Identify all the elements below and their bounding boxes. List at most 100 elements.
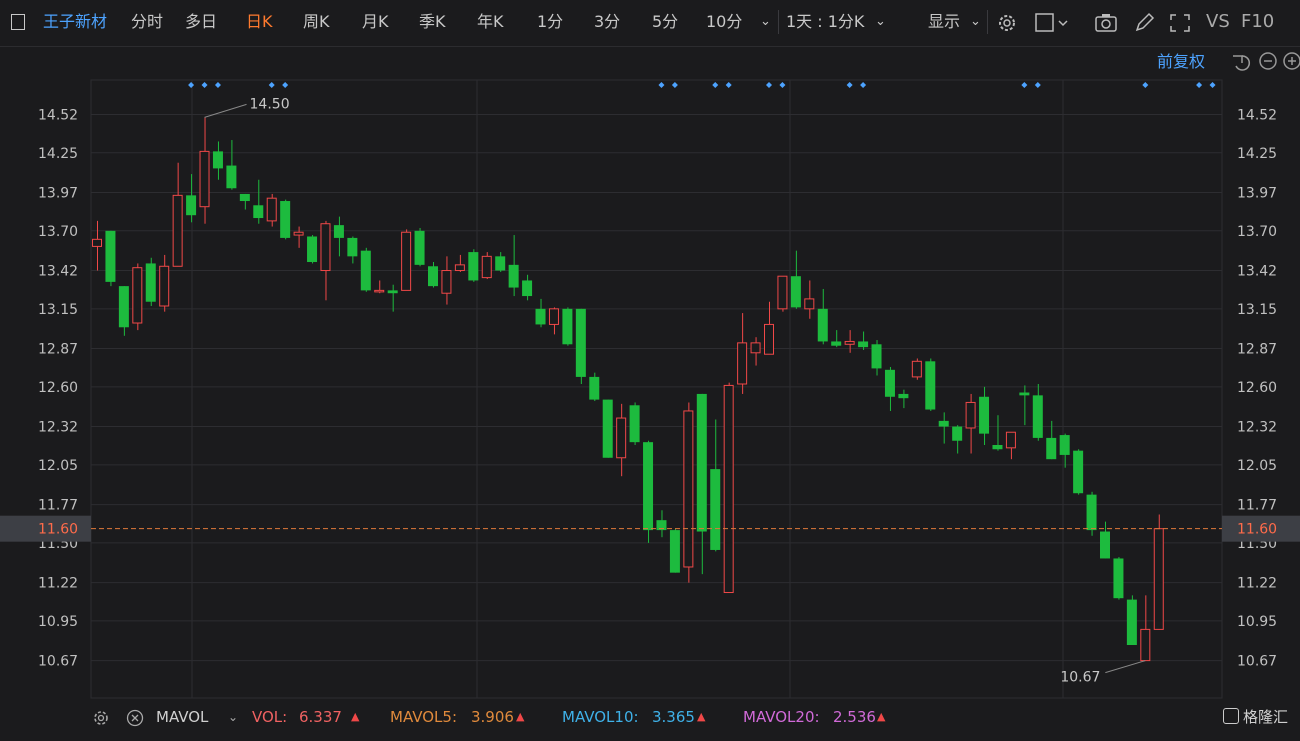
tab-daily-k[interactable]: 日K: [246, 12, 273, 31]
candle-body: [911, 360, 922, 378]
candle-body: [226, 165, 237, 189]
candle-body: [656, 520, 667, 531]
tab-monthly-k[interactable]: 月K: [362, 12, 389, 31]
tab-multi-day[interactable]: 多日: [185, 12, 218, 31]
candle-body: [333, 225, 344, 238]
range-select[interactable]: 1天 : 1分K: [786, 12, 865, 31]
candle: [92, 220, 102, 271]
candle-body: [239, 193, 250, 202]
candle-body: [925, 361, 936, 410]
candle: [992, 415, 1003, 451]
candle-body: [172, 194, 183, 267]
mavol10-value: 3.365: [652, 708, 695, 726]
tab-5min[interactable]: 5分: [652, 12, 679, 31]
candle: [1153, 514, 1164, 630]
candle-body: [938, 420, 949, 427]
candle-body: [804, 298, 815, 310]
stock-name[interactable]: 王子新材: [43, 12, 108, 31]
close-icon[interactable]: [126, 709, 144, 727]
candle: [239, 193, 250, 210]
adjust-mode-button[interactable]: 前复权: [1157, 52, 1205, 71]
candle: [132, 263, 143, 331]
camera-icon[interactable]: [1094, 12, 1118, 34]
candle: [804, 280, 815, 319]
candle: [105, 230, 116, 287]
candle: [629, 402, 640, 445]
event-marker: [779, 82, 786, 88]
candle: [199, 117, 210, 224]
event-marker: [846, 82, 853, 88]
event-marker: [671, 82, 678, 88]
vs-button[interactable]: VS: [1206, 11, 1230, 32]
tab-1min[interactable]: 1分: [537, 12, 564, 31]
event-marker: [1196, 82, 1203, 88]
logo-icon: [1222, 708, 1239, 724]
tab-fenshi[interactable]: 分时: [131, 12, 164, 31]
candle-body: [186, 195, 197, 216]
tab-quarterly-k[interactable]: 季K: [419, 12, 446, 31]
gear-icon[interactable]: [996, 12, 1018, 34]
toolbar-divider: [778, 10, 779, 34]
current-price-label-left: 11.60: [38, 522, 78, 538]
tab-3min[interactable]: 3分: [594, 12, 621, 31]
candle-body: [669, 530, 680, 573]
price-axes: 14.52 14.52 14.25 14.25 13.97 13.97 13.70 13.70…: [0, 108, 1300, 670]
candle-body: [575, 308, 586, 377]
candle: [790, 250, 801, 309]
chevron-down-icon[interactable]: ⌄: [760, 14, 771, 29]
chevron-down-icon[interactable]: ⌄: [970, 14, 981, 29]
tab-weekly-k[interactable]: 周K: [303, 12, 330, 31]
chevron-down-icon[interactable]: ⌄: [228, 710, 239, 724]
candle: [118, 286, 129, 336]
y-tick-label-right: 12.32: [1237, 420, 1277, 436]
brand-logo: 格隆汇: [1222, 706, 1288, 727]
undo-icon[interactable]: [1233, 55, 1251, 71]
chart-grid: [90, 79, 1223, 699]
y-tick-label-left: 13.97: [38, 186, 78, 202]
indicator-name[interactable]: MAVOL: [156, 708, 209, 726]
layout-select-icon[interactable]: [1035, 12, 1075, 34]
zoom-out-icon[interactable]: [1259, 52, 1277, 70]
candle: [253, 179, 264, 224]
current-price-tag-left: [0, 515, 91, 542]
fullscreen-icon[interactable]: [1168, 12, 1192, 34]
candle: [925, 358, 936, 411]
candle-body: [441, 270, 452, 294]
chevron-down-icon[interactable]: ⌄: [875, 14, 886, 29]
zoom-in-icon[interactable]: [1283, 52, 1300, 70]
candle-body: [535, 308, 546, 325]
candle: [1019, 385, 1030, 426]
candle: [495, 252, 506, 272]
indicator-bar: MAVOL ⌄ VOL: 6.337 ▲ MAVOL5: 3.906 ▲ MAV…: [0, 702, 1300, 732]
pencil-icon[interactable]: [1133, 12, 1155, 34]
y-tick-label-left: 10.67: [38, 654, 78, 670]
y-tick-label-right: 13.42: [1237, 264, 1277, 280]
up-arrow-icon: ▲: [516, 710, 525, 723]
tab-yearly-k[interactable]: 年K: [477, 12, 504, 31]
candle: [1059, 433, 1070, 468]
gear-icon[interactable]: [92, 709, 110, 727]
candle-body: [871, 344, 882, 369]
candle: [360, 247, 371, 292]
candle: [293, 226, 304, 248]
candle-body: [1086, 494, 1097, 531]
f10-button[interactable]: F10: [1241, 11, 1275, 32]
up-arrow-icon: ▲: [697, 710, 706, 723]
y-tick-label-left: 12.60: [38, 380, 78, 396]
candle-body: [710, 469, 721, 550]
y-tick-label-left: 13.42: [38, 264, 78, 280]
candle-body: [952, 426, 963, 441]
display-menu[interactable]: 显示: [928, 12, 961, 31]
sidebar-toggle-icon[interactable]: [11, 14, 25, 30]
candle-body: [548, 308, 559, 325]
y-tick-label-left: 13.70: [38, 224, 78, 240]
tab-10min[interactable]: 10分: [706, 12, 743, 31]
y-tick-label-left: 14.25: [38, 146, 78, 162]
candle: [643, 440, 654, 543]
event-marker: [1034, 82, 1041, 88]
candle: [938, 412, 949, 444]
toolbar: 王子新材 分时 多日 日K 周K 月K 季K 年K 1分 3分 5分 10分 ⌄…: [0, 0, 1300, 47]
event-markers: [188, 82, 1216, 88]
mavol10-label: MAVOL10:: [562, 708, 639, 726]
candle-body: [159, 265, 170, 307]
